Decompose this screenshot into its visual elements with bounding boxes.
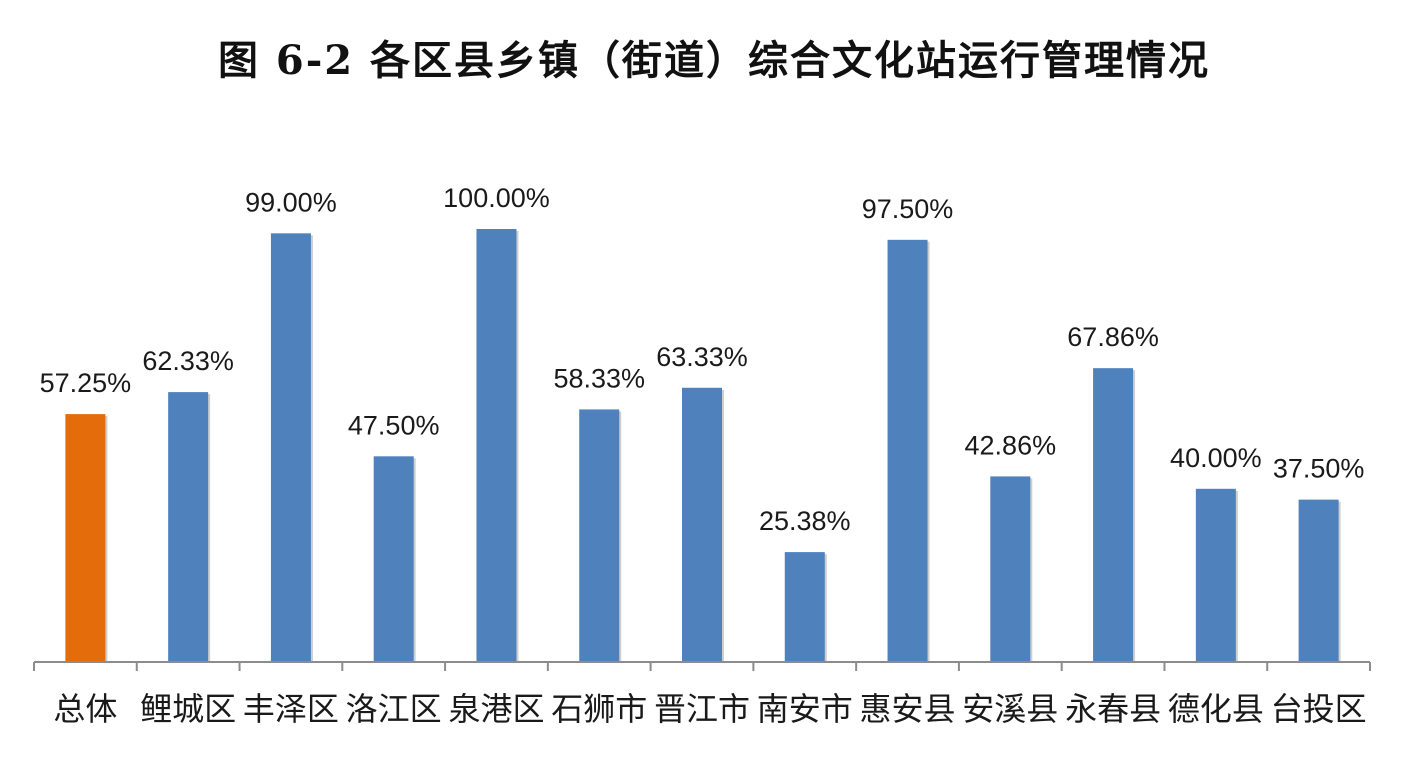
bar-惠安县 — [887, 239, 928, 662]
category-label-洛江区: 洛江区 — [346, 690, 442, 728]
category-label-鲤城区: 鲤城区 — [140, 690, 236, 728]
category-label-晋江市: 晋江市 — [654, 690, 750, 728]
category-label-台投区: 台投区 — [1271, 690, 1367, 728]
category-label-南安市: 南安市 — [757, 690, 853, 728]
data-label-德化县: 40.00% — [1170, 443, 1262, 473]
bar-永春县 — [1093, 368, 1134, 662]
bar-德化县 — [1195, 488, 1236, 662]
chart-title: 图 6-2 各区县乡镇（街道）综合文化站运行管理情况 — [217, 37, 1211, 84]
category-label-总体: 总体 — [53, 690, 117, 728]
bar-安溪县 — [990, 476, 1031, 662]
bar-总体 — [65, 414, 106, 662]
category-label-泉港区: 泉港区 — [448, 690, 544, 728]
data-label-总体: 57.25% — [40, 368, 132, 398]
data-label-洛江区: 47.50% — [348, 410, 440, 440]
data-label-鲤城区: 62.33% — [142, 346, 234, 376]
data-label-安溪县: 42.86% — [965, 430, 1057, 460]
x-axis-ticks — [33, 662, 1371, 671]
bar-洛江区 — [373, 456, 414, 662]
category-labels-layer: 总体 鲤城区 丰泽区 洛江区 泉港区 石狮市 晋江市 南安市 惠安县 安溪县 永春县 德化县 台投区 — [53, 690, 1366, 728]
data-label-永春县: 67.86% — [1067, 322, 1159, 352]
bar-丰泽区 — [270, 233, 311, 662]
category-label-惠安县: 惠安县 — [860, 690, 956, 728]
category-label-丰泽区: 丰泽区 — [243, 690, 339, 728]
category-label-永春县: 永春县 — [1065, 690, 1161, 728]
data-label-石狮市: 58.33% — [553, 363, 645, 393]
data-labels-layer: 57.25% 62.33% 99.00% 47.50% 100.00% 58.33% 63.… — [40, 183, 1365, 536]
category-label-石狮市: 石狮市 — [551, 690, 647, 728]
bar-台投区 — [1298, 499, 1339, 662]
data-label-南安市: 25.38% — [759, 506, 851, 536]
bar-晋江市 — [682, 387, 722, 662]
data-label-惠安县: 97.50% — [862, 194, 954, 224]
bar-鲤城区 — [168, 392, 209, 662]
data-label-丰泽区: 99.00% — [245, 187, 337, 217]
bar-石狮市 — [579, 409, 620, 662]
bar-泉港区 — [476, 229, 517, 662]
category-label-德化县: 德化县 — [1168, 690, 1264, 728]
data-label-台投区: 37.50% — [1273, 454, 1365, 484]
data-label-泉港区: 100.00% — [443, 183, 550, 213]
category-label-安溪县: 安溪县 — [962, 690, 1058, 728]
bars-layer — [65, 229, 1341, 662]
data-label-晋江市: 63.33% — [656, 342, 748, 372]
bar-南安市 — [784, 552, 825, 662]
